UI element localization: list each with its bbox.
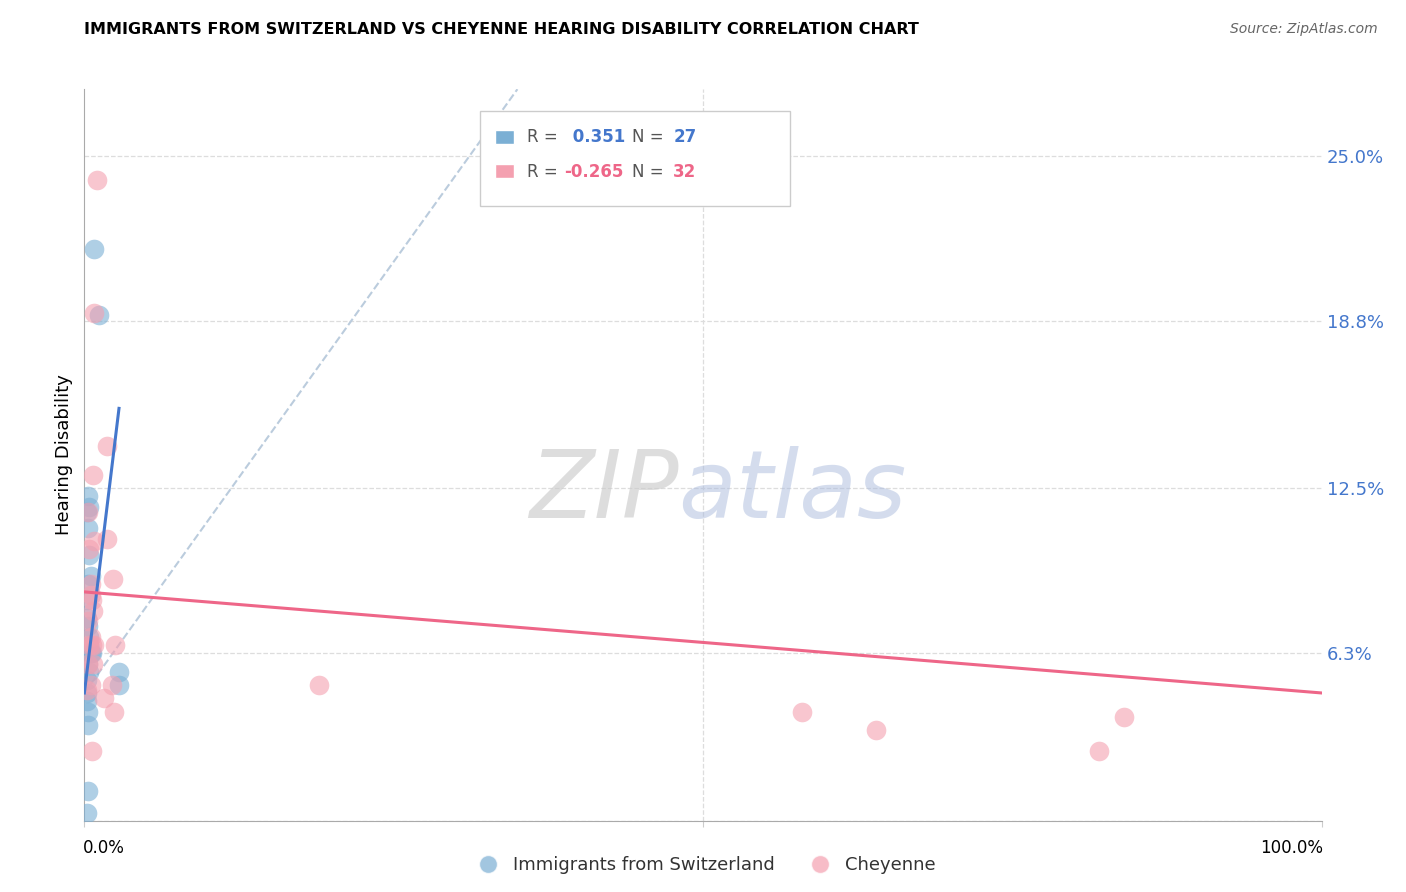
Point [79,500,101,514]
Point [77,718,100,732]
Text: -0.265: -0.265 [564,163,624,181]
Point [86,172,108,186]
Point [79,542,101,557]
Point [83,534,105,549]
Point [108,678,131,692]
Point [83,305,105,319]
Point [101,572,124,586]
Point [76,686,98,700]
Text: atlas: atlas [678,446,907,537]
Point [103,705,125,719]
FancyBboxPatch shape [495,164,515,178]
FancyBboxPatch shape [495,129,515,145]
Point [96,532,118,546]
Point [79,638,101,652]
Point [82,603,104,617]
Text: 0.0%: 0.0% [83,838,125,857]
Point [790,705,813,719]
Text: 100.0%: 100.0% [1260,838,1323,857]
Point [77,489,100,503]
Point [76,505,98,519]
Point [1112,710,1135,724]
Point [79,588,101,602]
Point [77,521,100,535]
Point [82,467,104,482]
Point [93,691,115,706]
Point [77,657,100,671]
Text: 32: 32 [673,163,696,181]
Point [79,548,101,562]
Point [82,657,104,671]
Legend: Immigrants from Switzerland, Cheyenne: Immigrants from Switzerland, Cheyenne [463,848,943,881]
Point [79,630,101,644]
Text: ZIP: ZIP [529,446,678,537]
Point [108,665,131,679]
Point [79,638,101,652]
Text: Source: ZipAtlas.com: Source: ZipAtlas.com [1230,22,1378,37]
Point [77,614,100,628]
Point [76,683,98,698]
Point [83,638,105,652]
Text: 0.351: 0.351 [567,128,626,146]
Point [76,673,98,687]
Point [80,744,103,758]
Point [865,723,887,738]
Point [100,678,122,692]
Point [77,705,100,719]
Point [80,638,103,652]
Point [79,646,101,660]
Point [1088,744,1111,758]
Text: R =: R = [527,163,564,181]
Point [77,657,100,671]
Point [76,805,98,820]
Point [76,694,98,708]
Point [79,678,101,692]
Point [77,505,100,519]
Point [79,577,101,591]
Point [79,569,101,583]
Point [79,665,101,679]
Point [77,577,100,591]
Text: N =: N = [633,128,669,146]
FancyBboxPatch shape [481,112,790,206]
Text: R =: R = [527,128,564,146]
Point [89,308,111,322]
Point [96,439,118,453]
Point [80,646,103,660]
Text: N =: N = [633,163,669,181]
Point [80,593,103,607]
Point [79,630,101,644]
Point [77,619,100,633]
Point [77,784,100,798]
Point [104,638,127,652]
Point [76,611,98,625]
Y-axis label: Hearing Disability: Hearing Disability [55,375,73,535]
Point [83,242,105,256]
Text: 27: 27 [673,128,696,146]
Point [308,678,330,692]
Point [76,593,98,607]
Text: IMMIGRANTS FROM SWITZERLAND VS CHEYENNE HEARING DISABILITY CORRELATION CHART: IMMIGRANTS FROM SWITZERLAND VS CHEYENNE … [84,22,920,37]
